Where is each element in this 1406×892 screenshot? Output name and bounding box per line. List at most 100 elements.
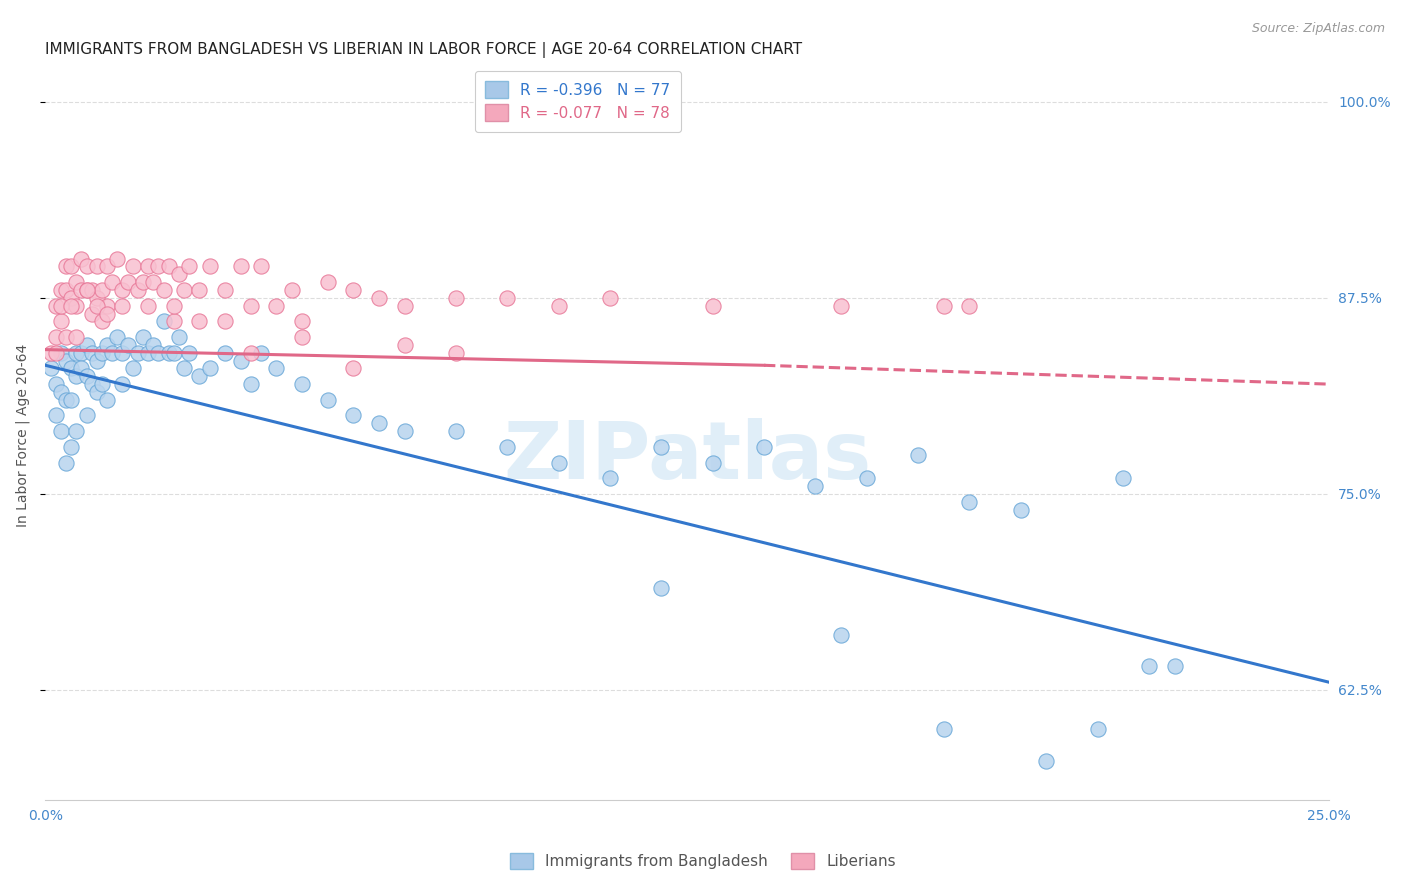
Point <box>173 361 195 376</box>
Point <box>198 260 221 274</box>
Point <box>90 377 112 392</box>
Legend: Immigrants from Bangladesh, Liberians: Immigrants from Bangladesh, Liberians <box>505 847 901 875</box>
Point <box>121 260 143 274</box>
Point <box>291 330 314 344</box>
Point <box>96 338 118 352</box>
Point <box>281 283 304 297</box>
Point <box>496 440 519 454</box>
Point <box>136 260 159 274</box>
Point <box>60 299 83 313</box>
Point <box>157 345 180 359</box>
Point <box>179 260 201 274</box>
Point <box>804 479 827 493</box>
Point <box>65 275 87 289</box>
Point <box>49 299 72 313</box>
Point <box>80 345 103 359</box>
Point <box>496 291 519 305</box>
Point <box>1112 471 1135 485</box>
Point <box>55 353 77 368</box>
Legend: R = -0.396   N = 77, R = -0.077   N = 78: R = -0.396 N = 77, R = -0.077 N = 78 <box>475 70 682 132</box>
Point <box>229 260 252 274</box>
Point <box>49 424 72 438</box>
Point <box>148 260 170 274</box>
Point <box>117 275 139 289</box>
Point <box>291 314 314 328</box>
Point <box>70 345 93 359</box>
Point <box>167 330 190 344</box>
Point <box>239 345 262 359</box>
Point <box>132 275 155 289</box>
Point <box>1010 502 1032 516</box>
Point <box>60 392 83 407</box>
Point <box>60 260 83 274</box>
Point <box>111 299 134 313</box>
Point <box>342 283 364 297</box>
Point <box>239 377 262 392</box>
Point <box>86 291 108 305</box>
Point <box>80 377 103 392</box>
Point <box>60 361 83 376</box>
Point <box>65 299 87 313</box>
Point <box>136 345 159 359</box>
Point <box>55 392 77 407</box>
Point <box>127 283 149 297</box>
Point <box>214 345 236 359</box>
Point <box>173 283 195 297</box>
Point <box>127 345 149 359</box>
Point <box>96 299 118 313</box>
Point <box>179 345 201 359</box>
Point <box>49 283 72 297</box>
Point <box>342 361 364 376</box>
Point <box>855 471 877 485</box>
Point <box>214 283 236 297</box>
Y-axis label: In Labor Force | Age 20-64: In Labor Force | Age 20-64 <box>15 343 30 526</box>
Point <box>136 299 159 313</box>
Point <box>957 495 980 509</box>
Point <box>70 252 93 266</box>
Point <box>1087 722 1109 736</box>
Point <box>111 345 134 359</box>
Point <box>394 338 416 352</box>
Point <box>266 299 288 313</box>
Point <box>65 345 87 359</box>
Point <box>444 424 467 438</box>
Point <box>90 345 112 359</box>
Point <box>188 283 211 297</box>
Point <box>599 471 621 485</box>
Point <box>76 260 98 274</box>
Point <box>444 345 467 359</box>
Point <box>752 440 775 454</box>
Point <box>96 260 118 274</box>
Point <box>45 345 67 359</box>
Point <box>444 291 467 305</box>
Point <box>76 283 98 297</box>
Point <box>55 283 77 297</box>
Point <box>142 275 165 289</box>
Point <box>86 353 108 368</box>
Point <box>65 424 87 438</box>
Text: IMMIGRANTS FROM BANGLADESH VS LIBERIAN IN LABOR FORCE | AGE 20-64 CORRELATION CH: IMMIGRANTS FROM BANGLADESH VS LIBERIAN I… <box>45 42 803 58</box>
Point <box>957 299 980 313</box>
Point <box>132 330 155 344</box>
Point <box>70 361 93 376</box>
Point <box>599 291 621 305</box>
Point <box>55 260 77 274</box>
Point <box>65 369 87 384</box>
Point <box>86 299 108 313</box>
Point <box>90 283 112 297</box>
Point <box>70 283 93 297</box>
Point <box>117 338 139 352</box>
Point <box>101 345 124 359</box>
Point <box>111 283 134 297</box>
Point <box>76 369 98 384</box>
Point <box>86 384 108 399</box>
Point <box>250 345 273 359</box>
Point <box>214 314 236 328</box>
Point <box>152 314 174 328</box>
Point <box>55 456 77 470</box>
Point <box>121 361 143 376</box>
Point <box>76 283 98 297</box>
Point <box>96 306 118 320</box>
Point <box>152 283 174 297</box>
Point <box>96 392 118 407</box>
